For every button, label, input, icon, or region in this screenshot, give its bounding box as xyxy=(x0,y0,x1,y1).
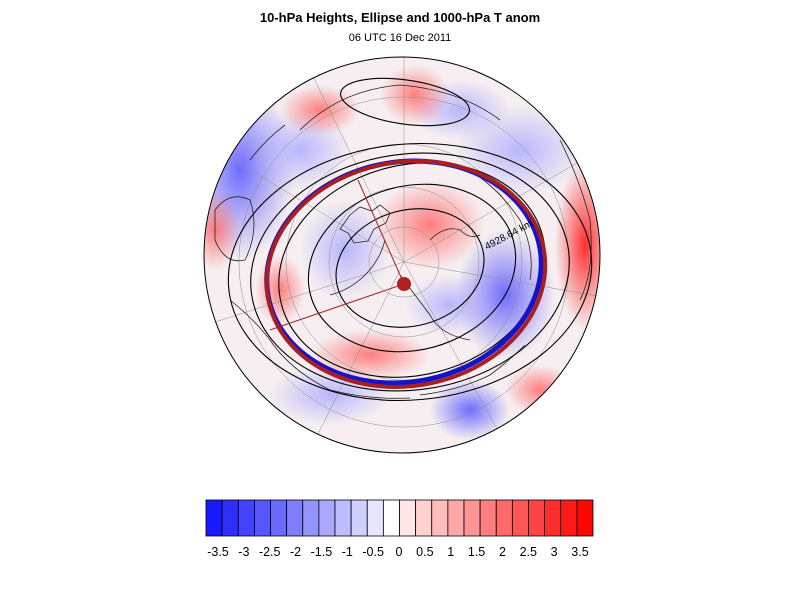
colorbar-swatch xyxy=(560,499,578,537)
colorbar-tick-label: 1 xyxy=(447,545,454,559)
height-contours xyxy=(227,77,593,402)
polar-map: 4928.64 km xyxy=(203,56,601,454)
colorbar-tick-label: -3.5 xyxy=(207,545,229,559)
colorbar-tick-label: 3 xyxy=(551,545,558,559)
ellipse-axes xyxy=(269,179,405,331)
colorbar-tick-label: -1.5 xyxy=(311,545,333,559)
chart-title: 10-hPa Heights, Ellipse and 1000-hPa T a… xyxy=(259,10,541,25)
colorbar-swatch xyxy=(205,499,223,537)
colorbar-swatch xyxy=(399,499,417,537)
colorbar-swatch xyxy=(447,499,465,537)
colorbar-tick-label: -2 xyxy=(290,545,301,559)
colorbar-tick-label: -2.5 xyxy=(259,545,281,559)
colorbar-swatch xyxy=(237,499,255,537)
colorbar-swatch xyxy=(270,499,288,537)
colorbar-swatch xyxy=(221,499,239,537)
colorbar-tick-label: 1.5 xyxy=(468,545,485,559)
colorbar-swatch xyxy=(253,499,271,537)
colorbar-tick-label: -0.5 xyxy=(362,545,384,559)
colorbar-swatch xyxy=(382,499,400,537)
chart-subtitle: 06 UTC 16 Dec 2011 xyxy=(348,32,452,44)
colorbar-tick-label: 0 xyxy=(396,545,403,559)
colorbar-swatch xyxy=(528,499,546,537)
colorbar-tick-label: 2 xyxy=(499,545,506,559)
colorbar-tick-label: -3 xyxy=(238,545,249,559)
colorbar-swatch xyxy=(366,499,384,537)
colorbar-swatch xyxy=(479,499,497,537)
colorbar-tick-label: 3.5 xyxy=(571,545,588,559)
colorbar-swatch xyxy=(576,499,594,537)
colorbar-swatch xyxy=(302,499,320,537)
fitted-ellipse xyxy=(264,159,548,389)
colorbar-swatch xyxy=(415,499,433,537)
colorbar-swatch xyxy=(350,499,368,537)
colorbar-swatch xyxy=(318,499,336,537)
colorbar-tick-label: 0.5 xyxy=(416,545,433,559)
temperature-anomaly-field xyxy=(204,57,600,453)
colorbar-tick-label: -1 xyxy=(342,545,353,559)
colorbar: -3.5 -3 -2.5 -2 -1.5 -1 -0.5 0 0.5 1 1.5 2 2.5 3 3.5 xyxy=(205,499,594,559)
graticule xyxy=(204,57,600,453)
colorbar-swatch xyxy=(495,499,513,537)
colorbar-swatch xyxy=(334,499,352,537)
colorbar-swatch xyxy=(511,499,529,537)
colorbar-swatch xyxy=(463,499,481,537)
colorbar-swatch xyxy=(431,499,449,537)
colorbar-swatch xyxy=(544,499,562,537)
colorbar-swatch xyxy=(286,499,304,537)
map-boundary xyxy=(203,56,601,454)
ellipse-center-marker xyxy=(397,277,411,291)
colorbar-tick-label: 2.5 xyxy=(520,545,537,559)
